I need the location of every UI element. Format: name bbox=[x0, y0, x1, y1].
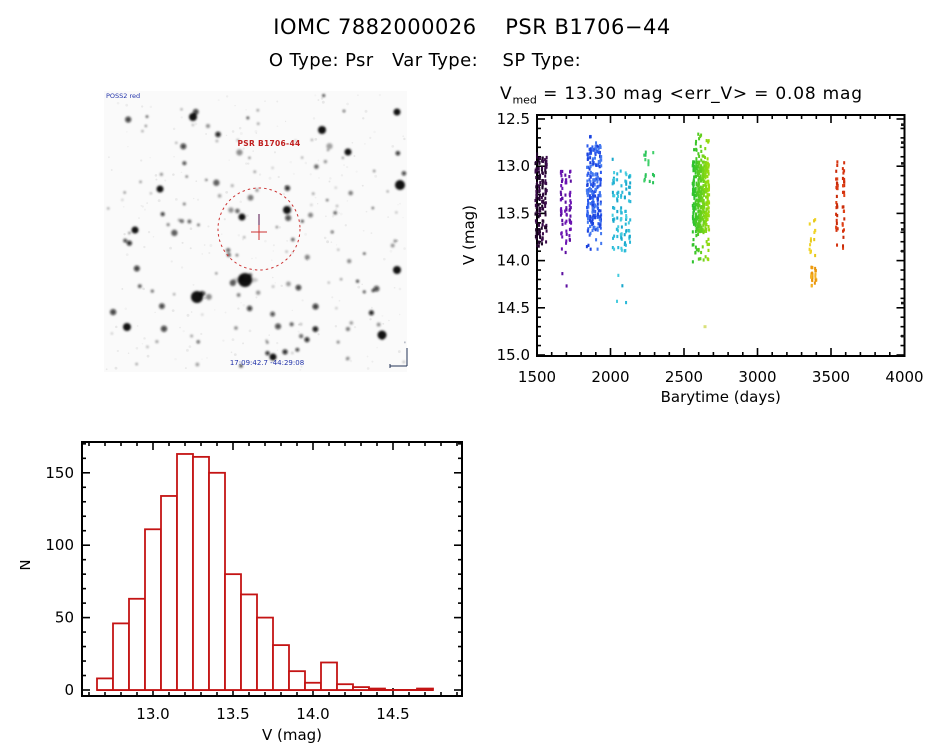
svg-text:100: 100 bbox=[45, 536, 74, 554]
sky-noise bbox=[105, 93, 406, 371]
svg-text:15.0: 15.0 bbox=[497, 346, 530, 364]
svg-text:14.0: 14.0 bbox=[296, 705, 329, 723]
lightcurve-plot: 12.5 13.0 13.5 14.0 14.5 15.0 1500 2000 2500 3000… bbox=[460, 110, 924, 406]
svg-text:17:09:42.7 -44:29:08: 17:09:42.7 -44:29:08 bbox=[230, 359, 304, 367]
svg-text:4000: 4000 bbox=[885, 368, 923, 386]
svg-text:12.5: 12.5 bbox=[497, 110, 530, 128]
svg-text:N: N bbox=[20, 559, 34, 570]
svg-text:V (mag): V (mag) bbox=[460, 205, 478, 265]
svg-text:V (mag): V (mag) bbox=[262, 726, 322, 744]
svg-text:3000: 3000 bbox=[738, 368, 776, 386]
svg-text:': ' bbox=[404, 341, 406, 348]
target-marker bbox=[217, 187, 301, 271]
svg-text:13.5: 13.5 bbox=[216, 705, 249, 723]
page-title: IOMC 7882000026 PSR B1706−44 bbox=[273, 15, 671, 39]
lightcurve-axis-labels: 12.5 13.0 13.5 14.0 14.5 15.0 1500 2000 2500 3000… bbox=[460, 110, 924, 406]
svg-text:2000: 2000 bbox=[591, 368, 629, 386]
svg-text:2500: 2500 bbox=[665, 368, 703, 386]
svg-text:13.0: 13.0 bbox=[497, 157, 530, 175]
lightcurve-title-rest: = 13.30 mag <err_V> = 0.08 mag bbox=[536, 84, 863, 104]
lightcurve-title: Vmed = 13.30 mag <err_V> = 0.08 mag bbox=[500, 84, 863, 106]
svg-text:0: 0 bbox=[64, 681, 74, 699]
lightcurve-title-prefix: V bbox=[500, 84, 513, 104]
histogram-bars bbox=[96, 453, 434, 691]
svg-text:50: 50 bbox=[55, 609, 74, 627]
stars bbox=[107, 94, 407, 368]
svg-text:14.5: 14.5 bbox=[376, 705, 409, 723]
svg-text:13.0: 13.0 bbox=[136, 705, 169, 723]
svg-text:Barytime (days): Barytime (days) bbox=[661, 388, 781, 406]
svg-text:1500: 1500 bbox=[518, 368, 556, 386]
lightcurve-title-subscript: med bbox=[512, 93, 537, 107]
lightcurve-points bbox=[534, 123, 905, 338]
histogram-plot: 0 50 100 150 13.0 13.5 14.0 14.5 V (mag) N bbox=[20, 441, 463, 744]
svg-text:14.5: 14.5 bbox=[497, 299, 530, 317]
finding-chart-annotations: PSR B1706-44 POSS2 red 17:09:42.7 -44:29:0… bbox=[106, 92, 304, 367]
svg-text:PSR B1706-44: PSR B1706-44 bbox=[237, 139, 300, 148]
svg-text:POSS2 red: POSS2 red bbox=[106, 92, 140, 100]
compass-scale-marker: ' bbox=[389, 341, 408, 368]
svg-text:150: 150 bbox=[45, 464, 74, 482]
histogram-axes bbox=[81, 441, 463, 697]
svg-text:14.0: 14.0 bbox=[497, 252, 530, 270]
svg-text:13.5: 13.5 bbox=[497, 204, 530, 222]
histogram-axis-labels: 0 50 100 150 13.0 13.5 14.0 14.5 V (mag) N bbox=[20, 464, 410, 744]
page-subtitle: O Type: Psr Var Type: SP Type: bbox=[268, 50, 582, 71]
svg-text:3500: 3500 bbox=[812, 368, 850, 386]
finding-chart-image: PSR B1706-44 POSS2 red 17:09:42.7 -44:29:0… bbox=[104, 91, 408, 372]
